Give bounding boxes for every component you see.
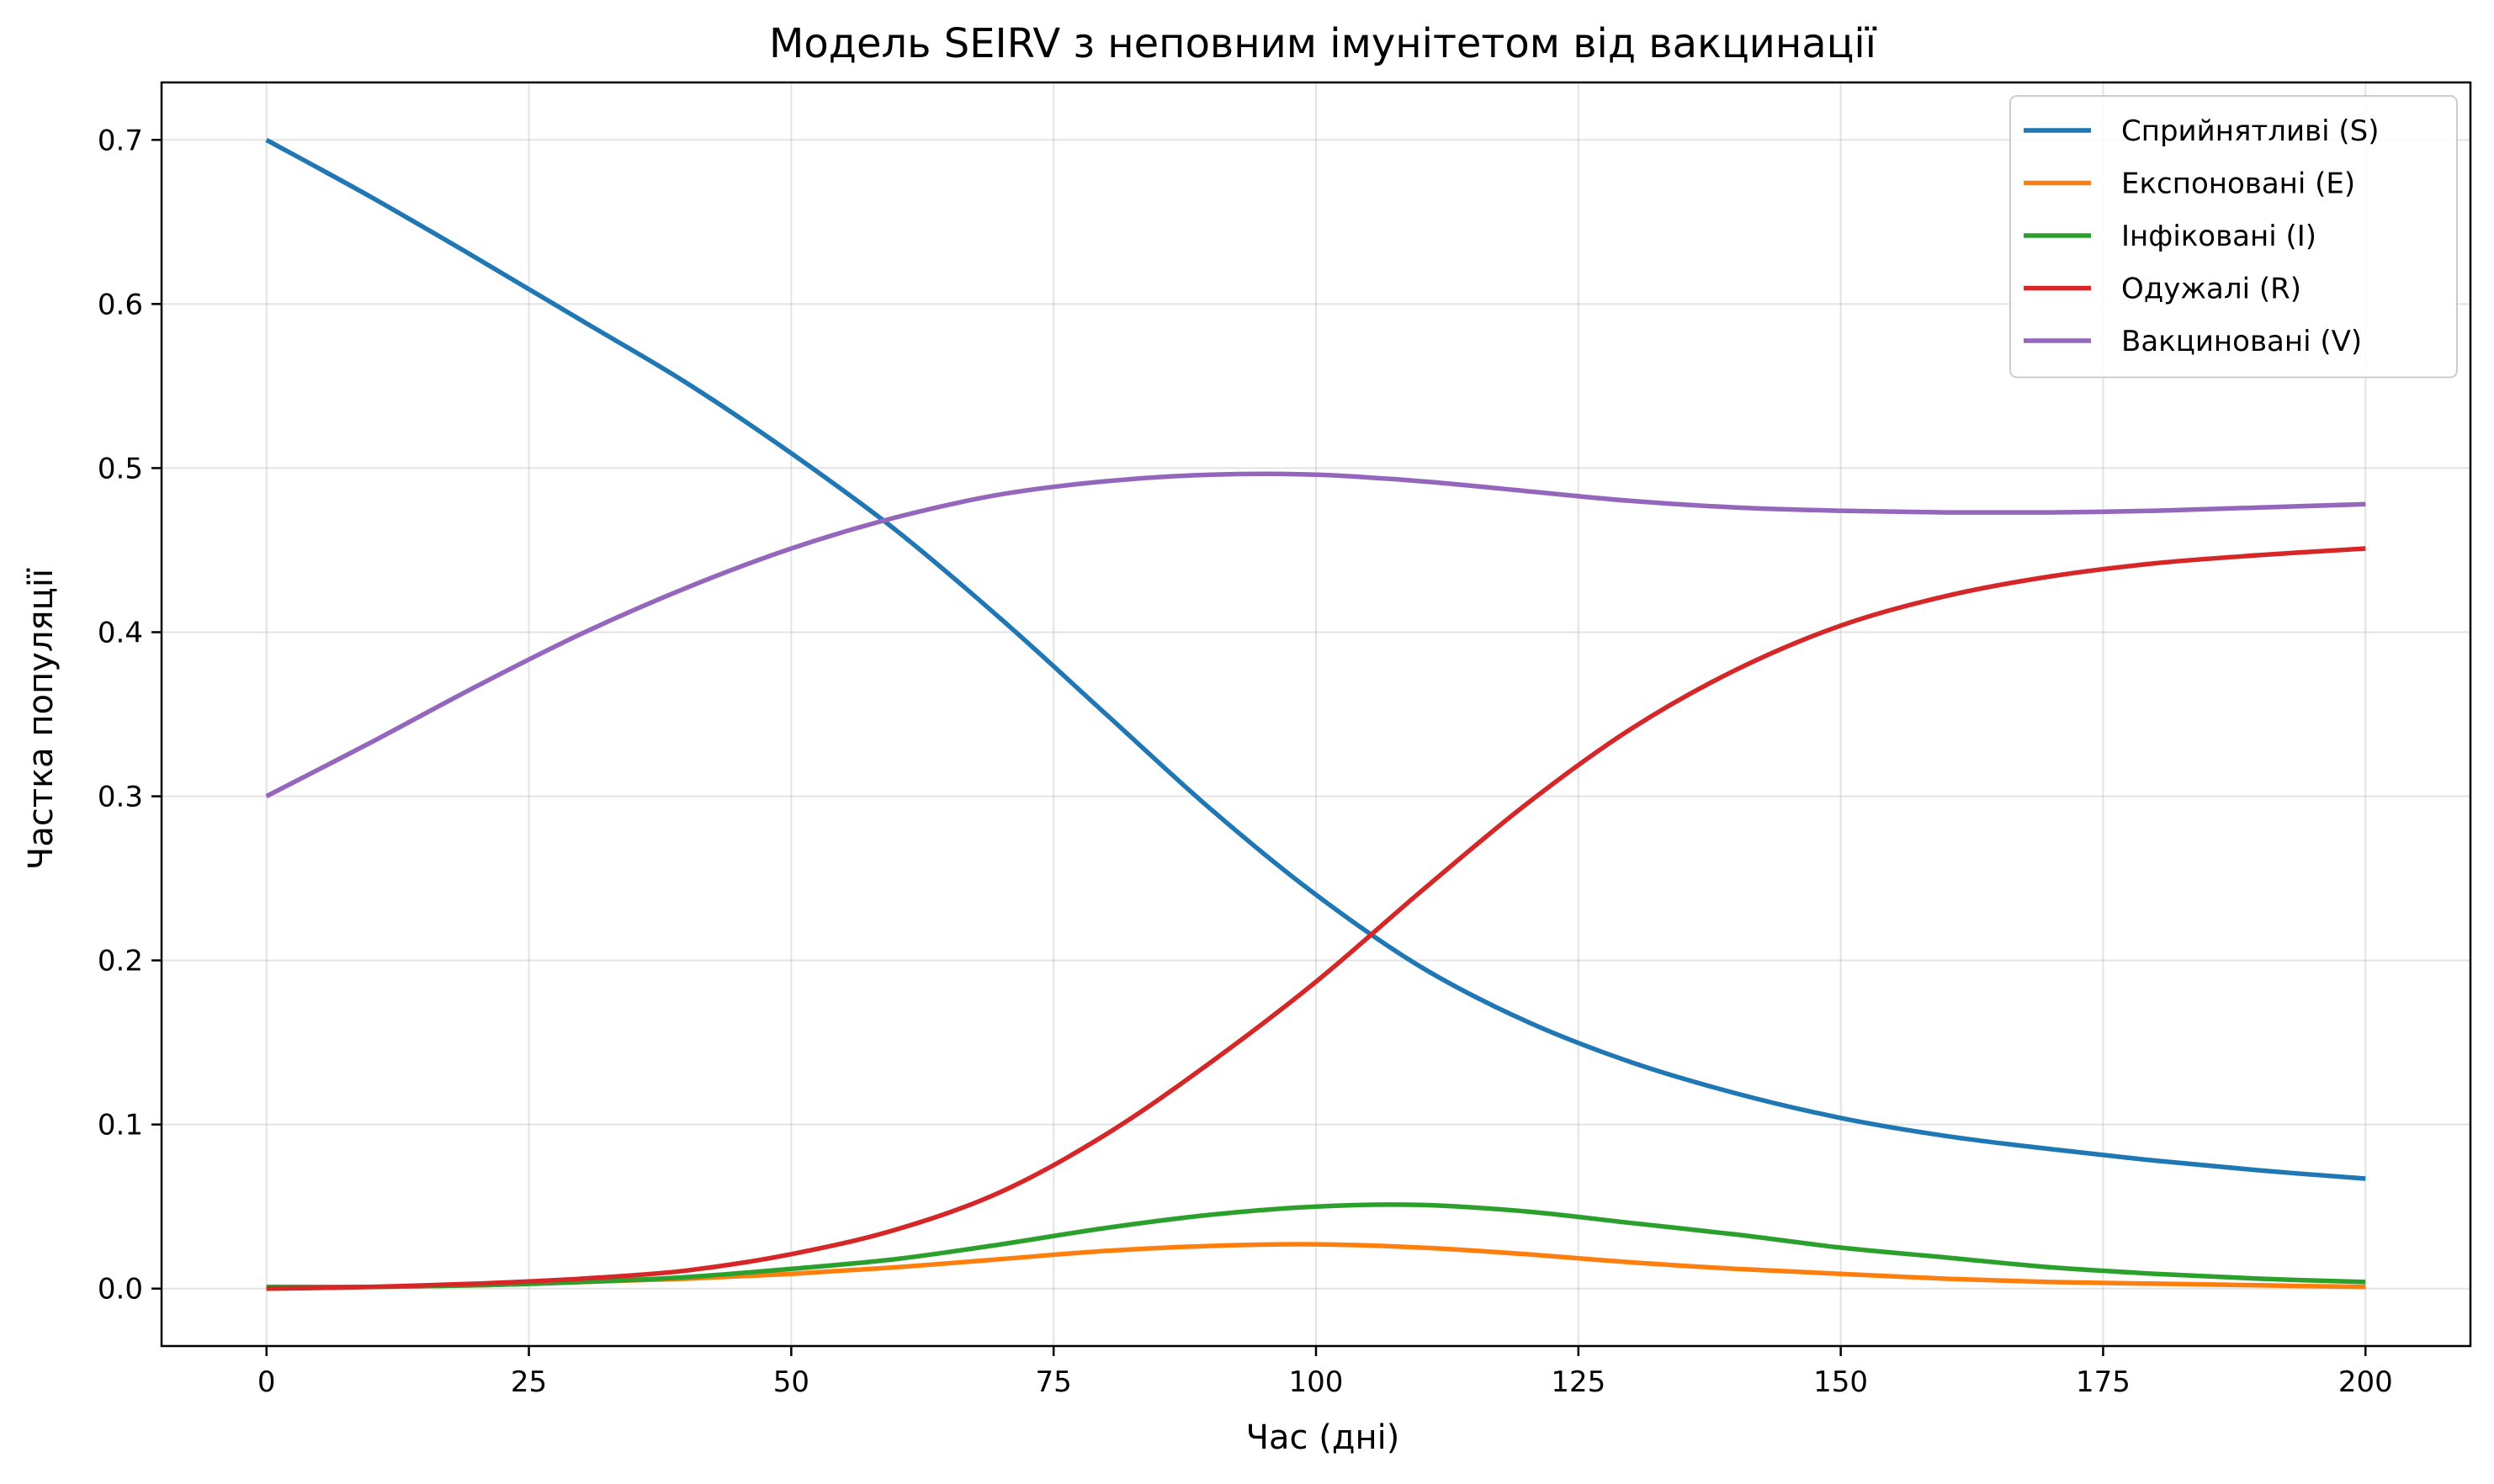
series-line-infected xyxy=(266,1202,2366,1290)
legend-label: Вакциновані (V) xyxy=(2121,325,2362,358)
y-tick-label: 0.5 xyxy=(98,452,143,485)
y-tick-label: 0.4 xyxy=(98,616,143,649)
x-tick-label: 200 xyxy=(2338,1365,2393,1399)
x-tick-label: 75 xyxy=(1036,1365,1072,1399)
y-tick-label: 0.3 xyxy=(98,781,143,814)
y-tick-label: 0.0 xyxy=(98,1273,143,1306)
y-axis-label: Частка популяції xyxy=(22,568,61,870)
series-line-vaccinated xyxy=(265,471,2366,798)
x-tick-label: 150 xyxy=(1813,1365,1868,1399)
x-tick-label: 125 xyxy=(1551,1365,1605,1399)
x-tick-label: 0 xyxy=(257,1365,276,1399)
legend: Сприйнятливі (S) Експоновані (E) Інфікован… xyxy=(2009,95,2458,379)
x-axis-label: Час (дні) xyxy=(1246,1418,1400,1457)
legend-label: Інфіковані (I) xyxy=(2121,220,2316,253)
legend-box xyxy=(2009,95,2458,379)
grid xyxy=(162,82,2470,1346)
x-tick-label: 100 xyxy=(1289,1365,1344,1399)
y-tick-label: 0.7 xyxy=(98,124,143,157)
x-tick-label: 50 xyxy=(773,1365,809,1399)
series-line-recovered xyxy=(266,546,2366,1291)
x-tick-label: 25 xyxy=(511,1365,547,1399)
x-tick-label: 175 xyxy=(2076,1365,2131,1399)
y-tick-label: 0.2 xyxy=(98,945,143,978)
chart-title: Модель SEIRV з неповним імунітетом від в… xyxy=(769,20,1877,67)
series-layer xyxy=(265,137,2366,1291)
y-tick-label: 0.6 xyxy=(98,288,143,321)
series-line-susceptible xyxy=(265,137,2366,1181)
legend-label: Сприйнятливі (S) xyxy=(2121,114,2379,148)
y-axis: 0.0 0.1 0.2 0.3 0.4 0.5 0.6 0.7 xyxy=(98,124,162,1306)
legend-label: Одужалі (R) xyxy=(2121,273,2301,306)
y-tick-label: 0.1 xyxy=(98,1109,143,1142)
legend-label: Експоновані (E) xyxy=(2121,167,2355,201)
x-axis: 0 25 50 75 100 125 150 175 200 xyxy=(257,1346,2393,1399)
